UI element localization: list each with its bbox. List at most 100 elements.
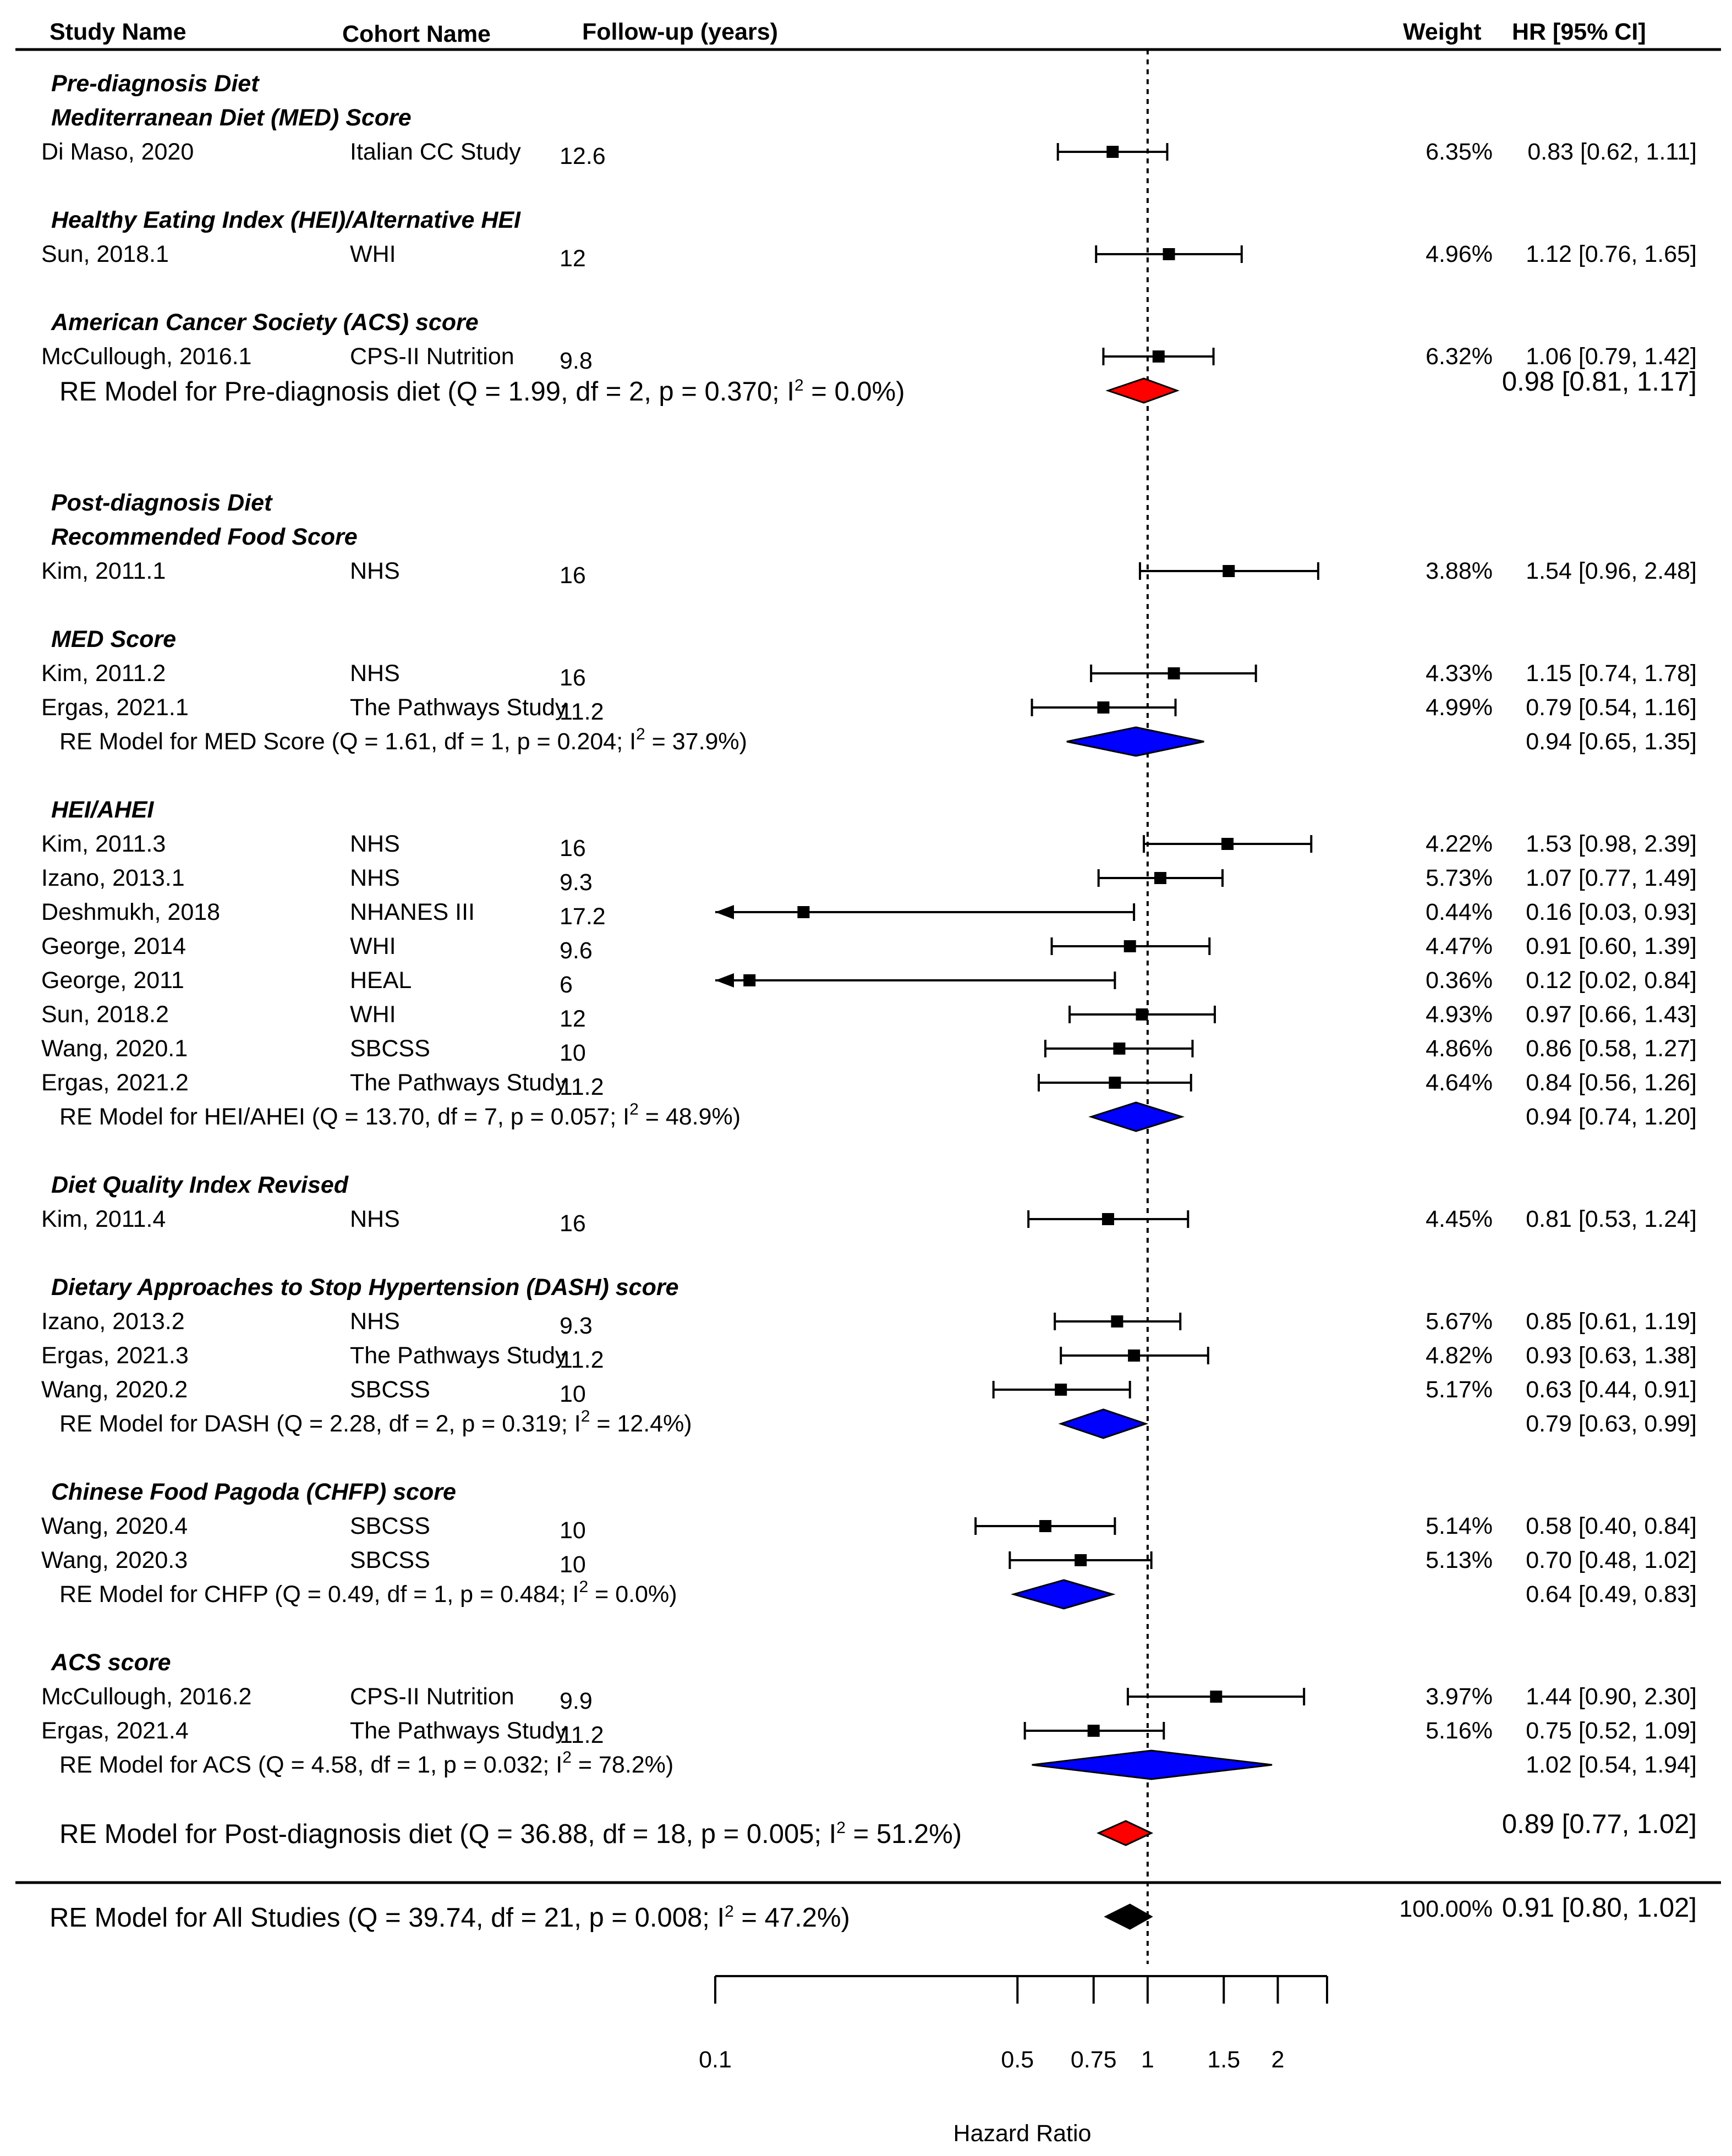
study-name: Wang, 2020.1 — [41, 1035, 188, 1062]
study-row: Deshmukh, 2018 NHANES III 17.2 0.44% 0.16 [0… — [41, 899, 1697, 930]
study-weight: 4.96% — [1426, 241, 1493, 267]
summary-row: RE Model for DASH (Q = 2.28, df = 2, p =… — [59, 1407, 1697, 1439]
study-name: Kim, 2011.1 — [41, 558, 166, 584]
study-name: Sun, 2018.2 — [41, 1001, 169, 1028]
study-weight: 4.86% — [1426, 1035, 1493, 1062]
group-heading: HEI/AHEI — [51, 797, 154, 823]
study-name: George, 2014 — [41, 933, 186, 959]
cohort-name: NHS — [350, 865, 400, 891]
cohort-name: NHS — [350, 831, 400, 857]
ci-arrow-left — [715, 905, 734, 919]
study-hr-ci: 0.84 [0.56, 1.26] — [1526, 1069, 1697, 1096]
study-weight: 5.17% — [1426, 1376, 1493, 1403]
cohort-name: The Pathways Study — [350, 1718, 567, 1744]
point-estimate — [797, 906, 810, 918]
study-weight: 4.93% — [1426, 1001, 1493, 1028]
follow-up-years: 9.3 — [560, 1313, 593, 1339]
study-name: Izano, 2013.2 — [41, 1308, 185, 1335]
study-weight: 5.14% — [1426, 1513, 1493, 1539]
cohort-name: WHI — [350, 241, 396, 267]
follow-up-years: 10 — [560, 1551, 586, 1578]
study-row: Sun, 2018.2 WHI 12 4.93% 0.97 [0.66, 1.43] — [41, 1001, 1697, 1032]
study-hr-ci: 1.15 [0.74, 1.78] — [1526, 660, 1697, 687]
point-estimate — [1163, 248, 1175, 260]
point-estimate — [1123, 940, 1136, 952]
study-weight: 4.64% — [1426, 1069, 1493, 1096]
study-name: Ergas, 2021.3 — [41, 1342, 189, 1369]
cohort-name: NHANES III — [350, 899, 475, 925]
study-weight: 6.32% — [1426, 343, 1493, 370]
point-estimate — [1075, 1554, 1087, 1566]
follow-up-years: 12 — [560, 245, 586, 272]
x-axis-label: Hazard Ratio — [953, 2120, 1092, 2147]
point-estimate — [1106, 146, 1119, 158]
axis-tick-label: 2 — [1271, 2047, 1284, 2073]
point-estimate — [1055, 1384, 1067, 1396]
follow-up-years: 16 — [560, 835, 586, 862]
summary-diamond — [1104, 1903, 1153, 1930]
group-heading: Mediterranean Diet (MED) Score — [51, 105, 412, 131]
summary-label: RE Model for All Studies (Q = 39.74, df … — [50, 1902, 850, 1933]
summary-row: RE Model for Pre-diagnosis diet (Q = 1.9… — [59, 367, 1697, 407]
study-hr-ci: 1.53 [0.98, 2.39] — [1526, 831, 1697, 857]
follow-up-years: 12.6 — [560, 143, 606, 169]
study-row: McCullough, 2016.2 CPS-II Nutrition 9.9 3.9… — [41, 1683, 1697, 1714]
study-weight: 4.22% — [1426, 831, 1493, 857]
cohort-name: NHS — [350, 660, 400, 687]
point-estimate — [1168, 667, 1180, 679]
study-name: Deshmukh, 2018 — [41, 899, 220, 925]
summary-diamond — [1105, 377, 1180, 404]
study-name: George, 2011 — [41, 967, 184, 994]
point-estimate — [1109, 1077, 1121, 1089]
header-follow-up: Follow-up (years) — [582, 19, 778, 45]
study-row: George, 2014 WHI 9.6 4.47% 0.91 [0.60, 1.39] — [41, 933, 1697, 964]
summary-row: RE Model for MED Score (Q = 1.61, df = 1… — [59, 725, 1697, 757]
study-hr-ci: 0.85 [0.61, 1.19] — [1526, 1308, 1697, 1335]
study-name: Kim, 2011.4 — [41, 1206, 166, 1232]
study-weight: 4.99% — [1426, 694, 1493, 721]
axis-tick-label: 0.5 — [1001, 2047, 1034, 2073]
point-estimate — [1111, 1315, 1123, 1327]
summary-weight: 100.00% — [1399, 1896, 1493, 1922]
summary-diamond — [1032, 1749, 1273, 1780]
study-hr-ci: 0.93 [0.63, 1.38] — [1526, 1342, 1697, 1369]
study-hr-ci: 1.44 [0.90, 2.30] — [1526, 1683, 1697, 1710]
study-weight: 4.33% — [1426, 660, 1493, 687]
study-hr-ci: 0.12 [0.02, 0.84] — [1526, 967, 1697, 994]
study-weight: 6.35% — [1426, 139, 1493, 165]
summary-row: RE Model for HEI/AHEI (Q = 13.70, df = 7… — [59, 1100, 1697, 1132]
group-heading: American Cancer Society (ACS) score — [51, 309, 479, 336]
study-weight: 4.47% — [1426, 933, 1493, 959]
study-row: Izano, 2013.1 NHS 9.3 5.73% 1.07 [0.77, 1.49… — [41, 865, 1697, 896]
cohort-name: Italian CC Study — [350, 139, 521, 165]
summary-label: RE Model for Pre-diagnosis diet (Q = 1.9… — [59, 376, 905, 407]
study-hr-ci: 0.16 [0.03, 0.93] — [1526, 899, 1697, 925]
follow-up-years: 16 — [560, 1210, 586, 1237]
follow-up-years: 11.2 — [560, 1347, 604, 1373]
study-hr-ci: 0.97 [0.66, 1.43] — [1526, 1001, 1697, 1028]
study-weight: 4.45% — [1426, 1206, 1493, 1232]
group-heading: Dietary Approaches to Stop Hypertension … — [51, 1274, 679, 1301]
summary-hr-ci: 0.79 [0.63, 0.99] — [1526, 1411, 1697, 1437]
group-heading: ACS score — [51, 1649, 171, 1676]
group-heading: Chinese Food Pagoda (CHFP) score — [51, 1479, 456, 1505]
follow-up-years: 9.3 — [560, 869, 593, 896]
study-hr-ci: 0.81 [0.53, 1.24] — [1526, 1206, 1697, 1232]
group-heading: Diet Quality Index Revised — [51, 1172, 349, 1198]
study-name: Di Maso, 2020 — [41, 139, 194, 165]
cohort-name: WHI — [350, 1001, 396, 1028]
group-heading: Recommended Food Score — [51, 524, 358, 550]
point-estimate — [1152, 350, 1165, 363]
study-hr-ci: 0.63 [0.44, 0.91] — [1526, 1376, 1697, 1403]
summary-diamond — [1088, 1101, 1185, 1132]
cohort-name: CPS-II Nutrition — [350, 343, 514, 370]
cohort-name: NHS — [350, 558, 400, 584]
study-name: Wang, 2020.3 — [41, 1547, 188, 1573]
follow-up-years: 10 — [560, 1517, 586, 1544]
cohort-name: SBCSS — [350, 1035, 430, 1062]
study-hr-ci: 0.70 [0.48, 1.02] — [1526, 1547, 1697, 1573]
follow-up-years: 9.8 — [560, 348, 593, 374]
follow-up-years: 10 — [560, 1381, 586, 1407]
